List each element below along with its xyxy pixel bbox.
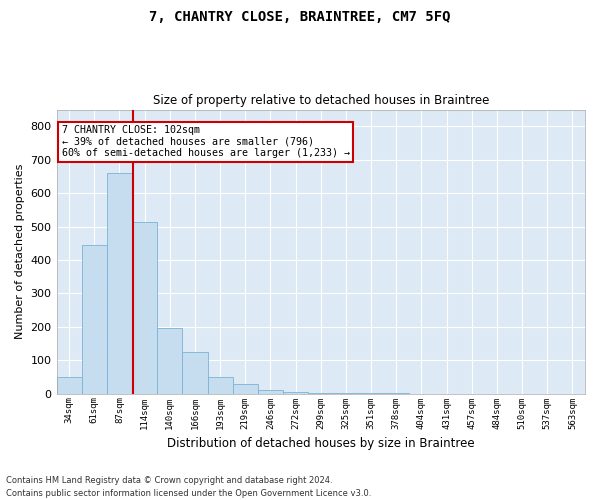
Bar (334, 392, 359, 394)
Bar (56, 377, 82, 394)
Title: Size of property relative to detached houses in Braintree: Size of property relative to detached ho… (152, 94, 489, 107)
Bar (82, 245, 107, 394)
Y-axis label: Number of detached properties: Number of detached properties (15, 164, 25, 340)
Bar (283, 392, 308, 394)
Bar (233, 384, 258, 394)
X-axis label: Distribution of detached houses by size in Braintree: Distribution of detached houses by size … (167, 437, 475, 450)
Text: 7 CHANTRY CLOSE: 102sqm
← 39% of detached houses are smaller (796)
60% of semi-d: 7 CHANTRY CLOSE: 102sqm ← 39% of detache… (62, 125, 350, 158)
Bar (208, 377, 233, 394)
Text: 7, CHANTRY CLOSE, BRAINTREE, CM7 5FQ: 7, CHANTRY CLOSE, BRAINTREE, CM7 5FQ (149, 10, 451, 24)
Bar (258, 390, 283, 394)
Bar (308, 393, 334, 394)
Bar (107, 173, 132, 394)
Bar (182, 352, 208, 394)
Bar (157, 328, 182, 394)
Bar (132, 222, 157, 394)
Text: Contains HM Land Registry data © Crown copyright and database right 2024.
Contai: Contains HM Land Registry data © Crown c… (6, 476, 371, 498)
Bar (359, 393, 383, 394)
